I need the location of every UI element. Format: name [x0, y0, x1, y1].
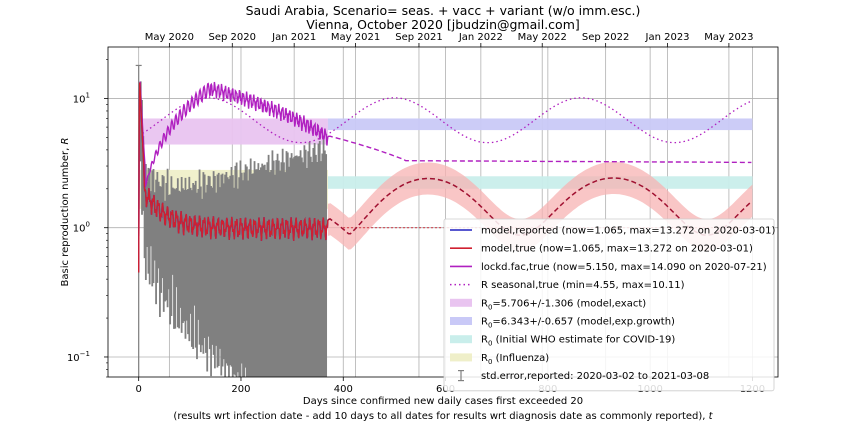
legend-entry-label: model,reported (now=1.065, max=13.272 on… — [481, 226, 776, 237]
legend-patch-swatch — [450, 298, 472, 307]
legend-r0-symbol: R — [481, 298, 488, 309]
y-tick-exponent: −1 — [80, 350, 90, 358]
legend-entry-text: =6.343+/-0.657 (model,exp.growth) — [492, 317, 675, 328]
x-axis-label-line2-text: (results wrt infection date - add 10 day… — [173, 411, 708, 422]
top-date-axis: May 2020 Sep 2020 Jan 2021 May 2021 Sep 2021… — [145, 32, 754, 47]
x-tick-label: 400 — [334, 384, 353, 395]
x-tick-label: 200 — [231, 384, 250, 395]
top-tick-label: May 2021 — [331, 32, 380, 43]
x-axis-label-var: t — [709, 411, 714, 422]
model-true-solid-line — [138, 82, 329, 273]
legend-entry-label: R0 (Initial WHO estimate for COVID-19) — [481, 335, 675, 348]
chart-title-line1: Saudi Arabia, Scenario= seas. + vacc + v… — [246, 3, 641, 18]
top-tick-label: May 2020 — [145, 32, 194, 43]
legend-entry-label: R0 (Influenza) — [481, 353, 549, 366]
top-tick-label: May 2022 — [518, 32, 567, 43]
y-axis-label: Basic reproduction number, R — [60, 138, 71, 287]
x-axis-label-line2: (results wrt infection date - add 10 day… — [173, 411, 713, 422]
legend-entry-label: model,true (now=1.065, max=13.272 on 202… — [481, 244, 753, 255]
plot-frame — [107, 46, 779, 378]
top-tick-label: Jan 2021 — [271, 32, 316, 43]
legend-r0-symbol: R — [481, 317, 488, 328]
std-error-bars — [135, 64, 328, 377]
top-tick-label: Sep 2021 — [395, 32, 442, 43]
chart-title-line2: Vienna, October 2020 [jbudzin@gmail.com] — [306, 17, 580, 32]
legend-patch-swatch — [450, 335, 472, 344]
x-tick-label: 0 — [135, 384, 141, 395]
legend-r0-symbol: R — [481, 353, 488, 364]
lockd-fac-dashed-line — [327, 135, 752, 164]
legend-entry-label: std.error,reported: 2020-03-02 to 2021-0… — [481, 371, 709, 382]
band-R0_exp_growth — [327, 118, 753, 131]
legend-r0-subscript: 0 — [488, 322, 492, 330]
top-tick-label: Jan 2023 — [645, 32, 690, 43]
legend-entry-label: R seasonal,true (min=4.55, max=10.11) — [481, 280, 685, 291]
top-tick-label: Sep 2020 — [209, 32, 256, 43]
top-tick-label: Jan 2022 — [458, 32, 503, 43]
legend-patch-swatch — [450, 317, 472, 325]
y-axis-label-var: R — [60, 138, 71, 145]
legend-entry-text: =5.706+/-1.306 (model,exact) — [492, 298, 646, 309]
lockd-fac-solid-line — [138, 81, 329, 267]
legend-entry-label: R0=5.706+/-1.306 (model,exact) — [481, 298, 646, 311]
y-tick-exponent: 0 — [86, 221, 90, 229]
legend-r0-subscript: 0 — [488, 358, 492, 366]
x-axis-label-line1: Days since confirmed new daily cases fir… — [303, 396, 583, 407]
model-true-confidence-band — [327, 162, 753, 252]
y-tick-exponent: 1 — [86, 91, 90, 99]
legend: model,reported (now=1.065, max=13.272 on… — [443, 218, 776, 392]
legend-entry-label: lockd.fac,true (now=5.150, max=14.090 on… — [481, 262, 767, 273]
y-axis-label-text: Basic reproduction number, — [60, 144, 71, 286]
legend-r0-subscript: 0 — [488, 303, 492, 311]
top-tick-label: Sep 2022 — [582, 32, 629, 43]
seasonal-dotted-line — [138, 97, 753, 144]
legend-patch-swatch — [450, 353, 472, 362]
legend-entry-text: (Influenza) — [492, 353, 549, 364]
legend-box — [443, 218, 775, 392]
legend-entry-label: R0=6.343+/-0.657 (model,exp.growth) — [481, 317, 675, 330]
legend-r0-subscript: 0 — [488, 340, 492, 348]
top-tick-label: May 2023 — [704, 32, 753, 43]
legend-entry-text: (Initial WHO estimate for COVID-19) — [492, 335, 675, 346]
legend-r0-symbol: R — [481, 335, 488, 346]
